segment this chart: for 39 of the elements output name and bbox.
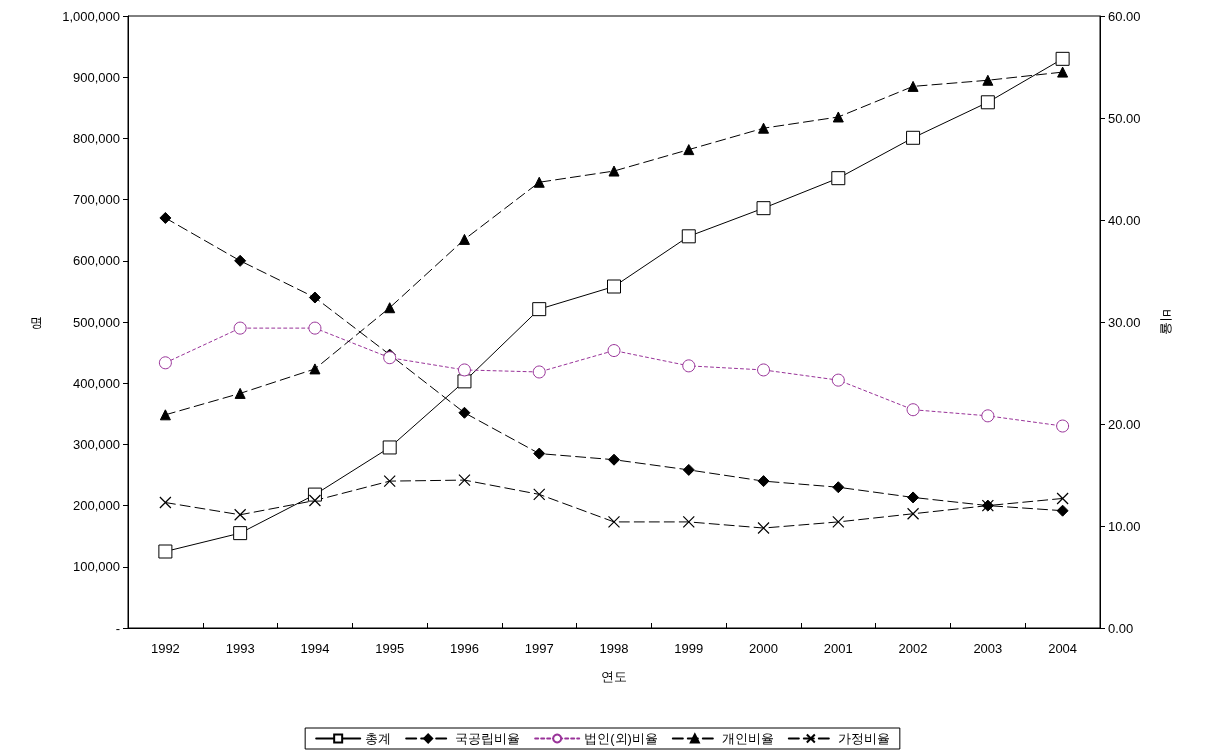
y2-tick-label: 50.00 bbox=[1108, 110, 1141, 126]
x-tick-label: 2002 bbox=[898, 641, 928, 656]
x-tick-label: 1997 bbox=[524, 641, 554, 656]
y-tick-label: 900,000 bbox=[73, 69, 120, 85]
y2-axis-title: 비율 bbox=[1159, 309, 1174, 335]
x-tick-label: 1994 bbox=[300, 641, 330, 656]
x-tick-label: 1992 bbox=[150, 641, 180, 656]
legend-label: 법인(외)비율 bbox=[584, 731, 658, 746]
y2-tick-label: 20.00 bbox=[1108, 416, 1141, 432]
x-tick-label: 1993 bbox=[225, 641, 255, 656]
y2-tick-label: 40.00 bbox=[1108, 212, 1141, 228]
x-tick-label: 2000 bbox=[749, 641, 778, 656]
y2-tick-label: 60.00 bbox=[1108, 8, 1141, 24]
y-tick-label: - bbox=[115, 620, 120, 636]
y2-tick-label: 0.00 bbox=[1108, 620, 1134, 636]
x-tick-label: 1999 bbox=[674, 641, 704, 656]
y2-tick-label: 10.00 bbox=[1108, 518, 1141, 534]
y-tick-label: 200,000 bbox=[73, 498, 120, 514]
y-tick-label: 300,000 bbox=[73, 436, 120, 452]
x-tick-label: 1995 bbox=[375, 641, 405, 656]
y-axis-title: 명 bbox=[30, 314, 43, 330]
x-axis-title: 연도 bbox=[601, 669, 627, 684]
legend-label: 개인비율 bbox=[721, 731, 774, 746]
x-tick-label: 1998 bbox=[599, 641, 629, 656]
x-tick-label: 1996 bbox=[450, 641, 479, 656]
y2-tick-label: 30.00 bbox=[1108, 314, 1141, 330]
legend-label: 가정비율 bbox=[837, 731, 890, 746]
y-tick-label: 500,000 bbox=[73, 314, 120, 330]
y-tick-label: 700,000 bbox=[73, 192, 120, 208]
y-tick-label: 100,000 bbox=[73, 559, 120, 575]
legend-label: 총계 bbox=[365, 731, 392, 746]
y-tick-label: 800,000 bbox=[73, 130, 120, 146]
y-tick-label: 600,000 bbox=[73, 253, 120, 269]
y-tick-label: 1,000,000 bbox=[62, 8, 120, 24]
x-tick-label: 2004 bbox=[1048, 641, 1078, 656]
legend-label: 국공립비율 bbox=[455, 731, 521, 746]
y-tick-label: 400,000 bbox=[73, 375, 120, 391]
x-tick-label: 2001 bbox=[823, 641, 853, 656]
x-tick-label: 2003 bbox=[973, 641, 1003, 656]
